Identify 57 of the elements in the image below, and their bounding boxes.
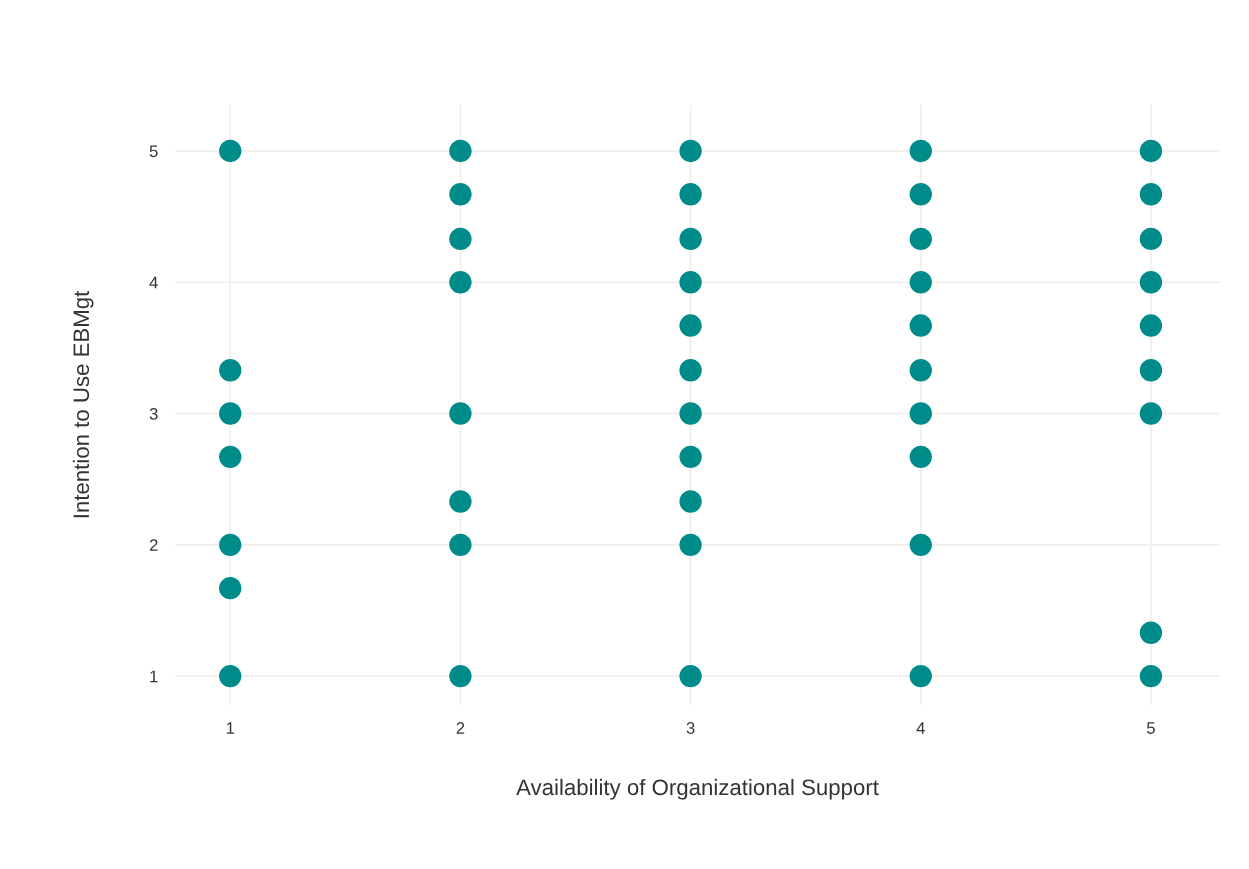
point <box>1139 271 1163 294</box>
point <box>679 664 702 688</box>
y-tick-label: 2 <box>149 539 158 551</box>
point <box>449 402 472 425</box>
point <box>1139 139 1163 163</box>
point <box>909 664 932 688</box>
point <box>679 227 702 251</box>
point <box>219 576 242 600</box>
y-tick-label: 1 <box>150 670 158 683</box>
point <box>449 183 472 206</box>
point <box>449 490 472 513</box>
y-axis-title: Intention to Use EBMgt <box>72 290 94 518</box>
y-tick-label: 4 <box>149 276 158 289</box>
x-tick-label: 2 <box>456 722 465 734</box>
point <box>449 271 472 294</box>
point <box>909 227 932 251</box>
point <box>1139 227 1163 251</box>
point <box>909 139 932 163</box>
point <box>219 139 242 163</box>
point <box>449 664 472 688</box>
x-tick-label: 1 <box>226 722 235 734</box>
point <box>219 359 242 382</box>
point <box>679 490 702 513</box>
point <box>1139 402 1163 425</box>
point <box>449 227 472 251</box>
point <box>1139 183 1163 206</box>
y-tick-label: 5 <box>149 145 158 158</box>
x-tick-label: 5 <box>1146 722 1155 734</box>
point <box>1139 621 1163 644</box>
x-axis-title: Availability of Organizational Support <box>516 778 879 800</box>
point <box>909 314 932 337</box>
point <box>679 533 702 557</box>
point <box>679 314 702 337</box>
point <box>219 445 242 469</box>
point <box>909 533 932 557</box>
point <box>679 271 702 294</box>
y-tick-label: 3 <box>149 407 158 420</box>
x-tick-label: 3 <box>686 722 695 734</box>
point <box>909 271 932 294</box>
point <box>449 533 472 557</box>
point <box>219 402 242 425</box>
point <box>679 139 702 163</box>
point <box>219 664 242 688</box>
point <box>679 183 702 206</box>
point <box>909 359 932 382</box>
point <box>909 402 932 425</box>
x-tick-label: 4 <box>916 722 925 734</box>
point <box>1139 359 1163 382</box>
point <box>449 139 472 163</box>
point <box>219 533 242 557</box>
point <box>1139 664 1163 688</box>
point <box>679 402 702 425</box>
point <box>909 445 932 469</box>
point <box>679 445 702 469</box>
point <box>679 359 702 382</box>
point <box>909 183 932 206</box>
point <box>1139 314 1163 337</box>
